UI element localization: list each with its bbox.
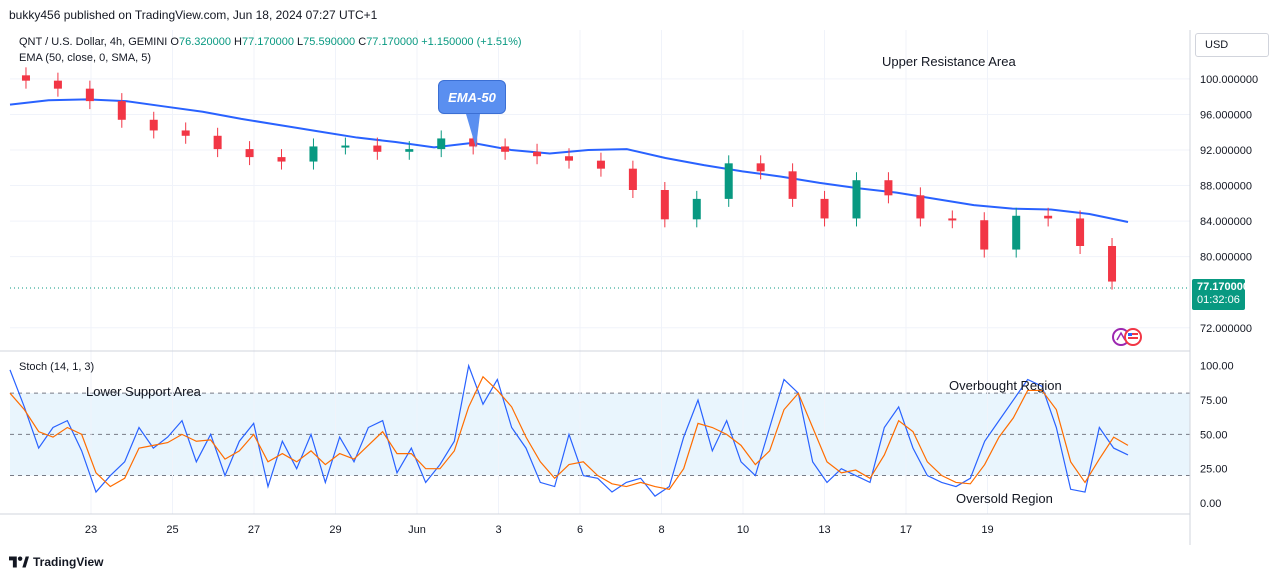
stoch-tick-label: 0.00 [1200, 498, 1221, 510]
candle-body [437, 138, 446, 150]
chart-area[interactable]: 100.000000 96.000000 92.000000 88.000000 84.… [0, 30, 1281, 545]
time-tick-label: Jun [408, 524, 426, 536]
bar-countdown: 01:32:06 [1197, 294, 1240, 306]
overbought-annotation: Overbought Region [949, 378, 1062, 393]
time-tick-label: 8 [658, 524, 664, 536]
candle-body [948, 218, 957, 221]
candle-body [341, 145, 350, 148]
price-tick-label: 96.000000 [1200, 109, 1252, 121]
candle-body [1012, 215, 1021, 250]
candle-body [628, 168, 637, 190]
currency-button[interactable]: USD [1195, 33, 1269, 57]
symbol-name: QNT / U.S. Dollar, 4h, GEMINI [19, 36, 168, 48]
open-value: 76.320000 [178, 36, 231, 48]
stoch-k-line [9, 363, 1129, 497]
stoch-tick-label: 75.00 [1200, 395, 1228, 407]
stoch-lines [9, 363, 1129, 497]
low-label: L [297, 36, 304, 48]
price-tick-label: 92.000000 [1200, 145, 1252, 157]
change-value: +1.150000 (+1.51%) [421, 36, 522, 48]
last-price-value: 77.170000 [1197, 281, 1249, 293]
candle-body [1044, 215, 1053, 219]
candle-body [884, 180, 893, 196]
price-tick-label: 84.000000 [1200, 216, 1252, 228]
candle-body [213, 135, 222, 150]
candle-body [53, 80, 62, 89]
time-tick-label: 19 [981, 524, 993, 536]
flag-badge-icon[interactable] [1111, 327, 1145, 347]
time-tick-label: 10 [737, 524, 749, 536]
tradingview-brand: TradingView [33, 555, 104, 569]
candle-body [501, 146, 510, 152]
candle-body [85, 88, 94, 102]
time-tick-label: 25 [166, 524, 178, 536]
close-value: 77.170000 [366, 36, 419, 48]
upper-resistance-annotation: Upper Resistance Area [882, 54, 1016, 69]
time-tick-label: 27 [248, 524, 260, 536]
candle-body [309, 146, 318, 162]
stoch-legend[interactable]: Stoch (14, 1, 3) [19, 361, 95, 373]
candle-body [245, 149, 254, 158]
candle-body [21, 75, 30, 81]
ema-callout-pointer [466, 114, 480, 148]
candle-body [788, 171, 797, 199]
candle-body [373, 145, 382, 152]
candle-body [565, 156, 573, 161]
candle-body [756, 163, 765, 172]
candle-body [852, 180, 861, 219]
open-label: O [170, 36, 179, 48]
close-label: C [358, 36, 367, 48]
symbol-legend: QNT / U.S. Dollar, 4h, GEMINI O76.320000… [19, 36, 522, 48]
high-value: 77.170000 [241, 36, 294, 48]
candle-body [533, 151, 542, 157]
stoch-tick-label: 100.00 [1200, 361, 1234, 373]
candle-body [596, 160, 605, 169]
stoch-tick-label: 25.00 [1200, 464, 1228, 476]
candle-body [277, 157, 286, 162]
candles [21, 67, 1117, 290]
candle-body [724, 163, 733, 199]
lower-support-annotation: Lower Support Area [86, 384, 201, 399]
time-tick-label: 29 [329, 524, 341, 536]
time-tick-label: 13 [818, 524, 830, 536]
candle-body [181, 130, 190, 136]
last-price-tag: 77.170000 01:32:06 [1192, 279, 1249, 310]
candle-body [405, 149, 414, 152]
grid [10, 30, 1190, 514]
candle-body [1076, 218, 1085, 246]
candle-body [692, 198, 701, 220]
time-tick-label: 3 [495, 524, 501, 536]
ema-legend[interactable]: EMA (50, close, 0, SMA, 5) [19, 52, 152, 64]
published-info: bukky456 published on TradingView.com, J… [9, 8, 378, 22]
price-tick-label: 88.000000 [1200, 181, 1252, 193]
price-tick-label: 80.000000 [1200, 252, 1252, 264]
candle-body [820, 198, 829, 219]
tradingview-logo-icon [9, 556, 29, 568]
publish-bar: bukky456 published on TradingView.com, J… [0, 0, 1281, 30]
stoch-tick-label: 50.00 [1200, 429, 1228, 441]
low-value: 75.590000 [303, 36, 356, 48]
oversold-annotation: Oversold Region [956, 491, 1053, 506]
candle-body [469, 138, 478, 147]
time-tick-label: 23 [85, 524, 97, 536]
time-tick-label: 17 [900, 524, 912, 536]
time-tick-label: 6 [577, 524, 583, 536]
ema-callout: EMA-50 [438, 80, 506, 114]
price-tick-label: 100.000000 [1200, 74, 1258, 86]
candle-body [980, 220, 989, 250]
candle-body [149, 119, 158, 131]
candle-body [1108, 246, 1117, 282]
high-label: H [234, 36, 242, 48]
axis-labels: 100.000000 96.000000 92.000000 88.000000 84.… [85, 74, 1258, 536]
chart-canvas[interactable]: 100.000000 96.000000 92.000000 88.000000 84.… [0, 30, 1281, 545]
candle-body [117, 101, 126, 120]
ema-callout-label: EMA-50 [448, 90, 496, 105]
stoch-d-line [9, 375, 1129, 490]
price-tick-label: 72.000000 [1200, 323, 1252, 335]
candle-body [660, 190, 669, 220]
candle-body [916, 195, 925, 219]
stoch-band-fill [10, 393, 1190, 476]
